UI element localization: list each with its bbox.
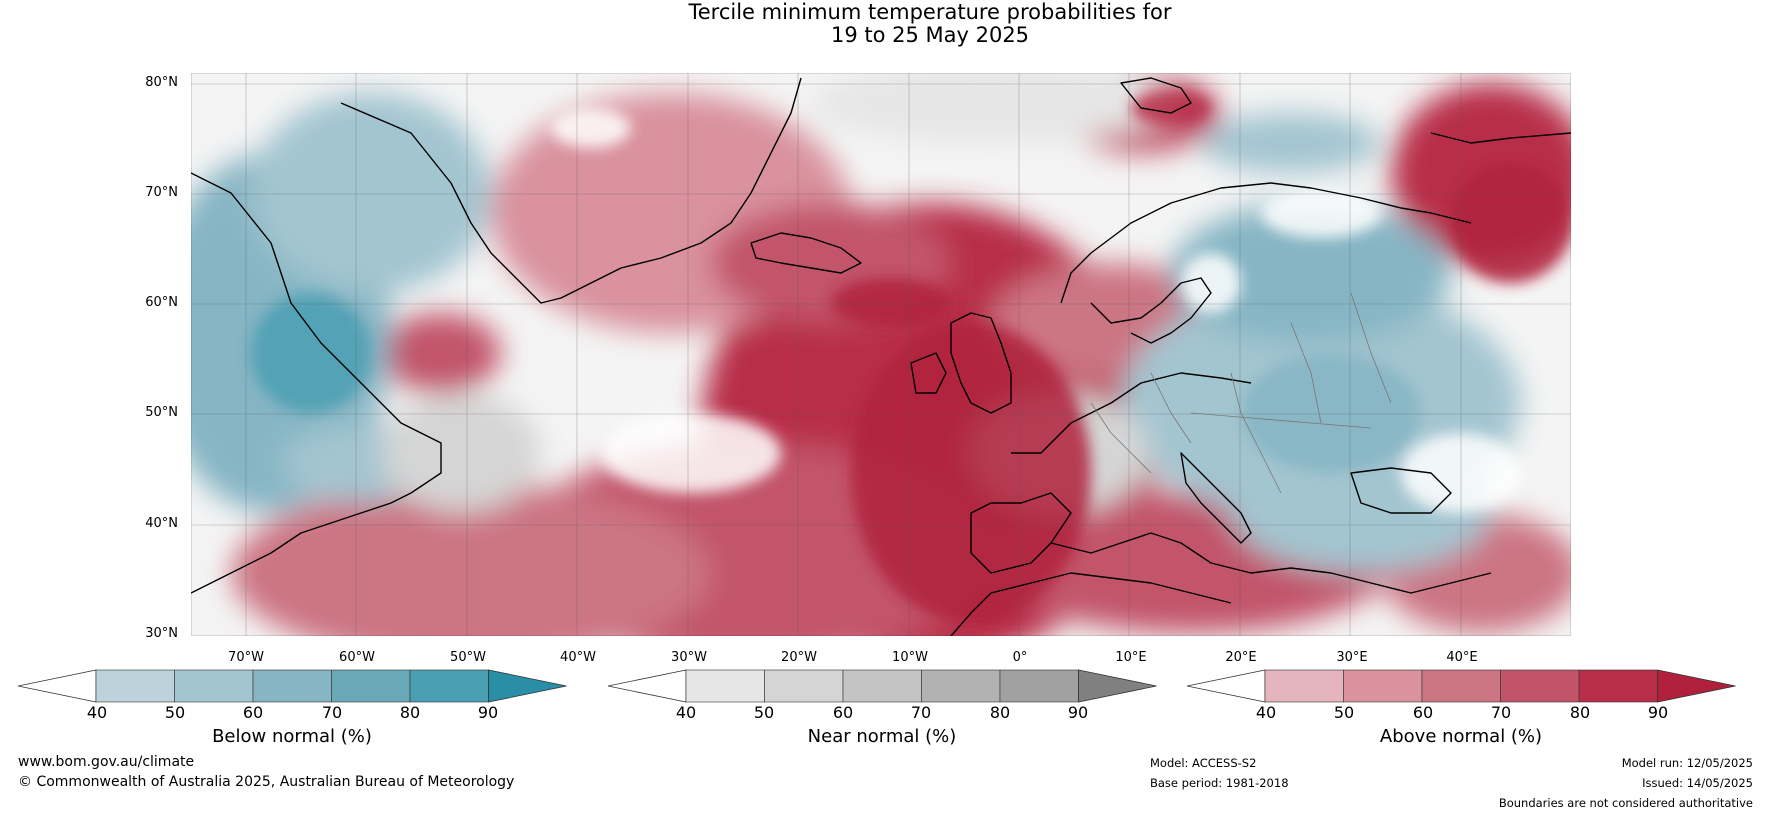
probability-map xyxy=(191,73,1571,636)
black-sea xyxy=(1350,467,1452,514)
above-west-atlantic xyxy=(231,483,711,636)
lat-label-40n: 40°N xyxy=(145,516,178,531)
colorbar-segment xyxy=(685,669,765,703)
colorbar-segment xyxy=(409,669,489,703)
colorbar-segment xyxy=(999,669,1079,703)
colorbar-segment xyxy=(1264,669,1344,703)
lon-label-40w: 40°W xyxy=(560,650,596,665)
lat-label-60n: 60°N xyxy=(145,295,178,310)
colorbar-near-tick: 50 xyxy=(753,703,775,722)
colorbar-near-tick: 70 xyxy=(910,703,932,722)
colorbar-segment xyxy=(1500,669,1580,703)
base-period-text: Base period: 1981-2018 xyxy=(1150,776,1289,790)
lon-label-70w: 70°W xyxy=(228,650,264,665)
colorbar-segment xyxy=(1421,669,1501,703)
colorbar-below-tick: 50 xyxy=(164,703,186,722)
colorbar-below-tick: 60 xyxy=(242,703,264,722)
canada-east-coast xyxy=(191,172,442,594)
below-baffin xyxy=(251,93,491,293)
colorbar-below-tick: 40 xyxy=(86,703,108,722)
colorbar-above-tick: 70 xyxy=(1490,703,1512,722)
colorbar-above-normal xyxy=(1187,669,1736,703)
probability-detail xyxy=(251,90,1571,623)
lon-label-60w: 60°W xyxy=(339,650,375,665)
colorbar-above-tick: 50 xyxy=(1333,703,1355,722)
below-barents-blue xyxy=(1201,113,1381,173)
colorbar-segment xyxy=(842,669,922,703)
ireland xyxy=(910,352,947,394)
arctic-coast-russia xyxy=(1430,132,1571,144)
colorbar-low-extend xyxy=(18,669,97,703)
colorbar-low-extend xyxy=(1187,669,1266,703)
map-title-line-1: Tercile minimum temperature probabilitie… xyxy=(688,0,1172,24)
model-text: Model: ACCESS-S2 xyxy=(1150,756,1257,770)
colorbar-near-tick: 40 xyxy=(675,703,697,722)
near-arctic xyxy=(811,73,1171,143)
lat-label-70n: 70°N xyxy=(145,185,178,200)
lon-label-30e: 30°E xyxy=(1336,650,1368,665)
website-text: www.bom.gov.au/climate xyxy=(18,754,195,770)
mediterranean-coast xyxy=(950,532,1492,636)
greenland-coast xyxy=(340,77,802,304)
colorbar-low-extend xyxy=(608,669,687,703)
disclaimer-text: Boundaries are not considered authoritat… xyxy=(1498,796,1753,810)
map-title-line-2: 19 to 25 May 2025 xyxy=(830,23,1030,47)
svalbard xyxy=(1120,77,1192,114)
lon-label-30w: 30°W xyxy=(671,650,707,665)
colorbar-high-extend xyxy=(488,669,567,703)
scandinavia xyxy=(1060,182,1472,344)
colorbar-near-tick: 80 xyxy=(989,703,1011,722)
colorbar-segment xyxy=(764,669,844,703)
colorbar-above-tick: 90 xyxy=(1647,703,1669,722)
colorbar-segment xyxy=(1578,669,1658,703)
colorbar-below-title: Below normal (%) xyxy=(212,726,372,747)
lon-label-50w: 50°W xyxy=(450,650,486,665)
colorbar-near-tick: 60 xyxy=(832,703,854,722)
colorbar-segment xyxy=(331,669,411,703)
colorbar-high-extend xyxy=(1657,669,1736,703)
western-europe xyxy=(970,372,1252,574)
colorbar-segment xyxy=(95,669,175,703)
colorbar-segment xyxy=(174,669,254,703)
near-nova-scotia xyxy=(381,393,541,513)
colorbar-below-tick: 90 xyxy=(477,703,499,722)
iceland-coast xyxy=(750,232,862,274)
colorbar-above-tick: 60 xyxy=(1412,703,1434,722)
issued-text: Issued: 14/05/2025 xyxy=(1642,776,1753,790)
colorbar-near-normal xyxy=(608,669,1157,703)
colorbar-below-tick: 70 xyxy=(321,703,343,722)
copyright-text: © Commonwealth of Australia 2025, Austra… xyxy=(18,774,515,790)
colorbar-near-tick: 90 xyxy=(1067,703,1089,722)
lon-label-0: 0° xyxy=(1012,650,1028,665)
colorbar-below-normal xyxy=(18,669,567,703)
colorbar-near-title: Near normal (%) xyxy=(807,726,957,747)
lon-label-20w: 20°W xyxy=(781,650,817,665)
colorbar-above-tick: 40 xyxy=(1255,703,1277,722)
british-isles xyxy=(950,312,1012,414)
lat-label-50n: 50°N xyxy=(145,405,178,420)
colorbar-segment xyxy=(252,669,332,703)
lat-label-30n: 30°N xyxy=(145,626,178,641)
lon-label-10e: 10°E xyxy=(1115,650,1147,665)
country-borders xyxy=(1090,292,1392,494)
colorbar-segment xyxy=(921,669,1001,703)
italy xyxy=(1180,452,1252,544)
lon-label-40e: 40°E xyxy=(1446,650,1478,665)
lat-label-80n: 80°N xyxy=(145,75,178,90)
colorbar-below-tick: 80 xyxy=(399,703,421,722)
below-scandinavia xyxy=(1171,203,1451,343)
lon-label-20e: 20°E xyxy=(1225,650,1257,665)
colorbar-above-tick: 80 xyxy=(1569,703,1591,722)
lon-label-10w: 10°W xyxy=(892,650,928,665)
coastlines xyxy=(191,77,1571,636)
colorbar-above-title: Above normal (%) xyxy=(1379,726,1543,747)
colorbar-segment xyxy=(1343,669,1423,703)
model-run-text: Model run: 12/05/2025 xyxy=(1621,756,1753,770)
above-labrador xyxy=(381,313,501,393)
colorbar-high-extend xyxy=(1078,669,1157,703)
